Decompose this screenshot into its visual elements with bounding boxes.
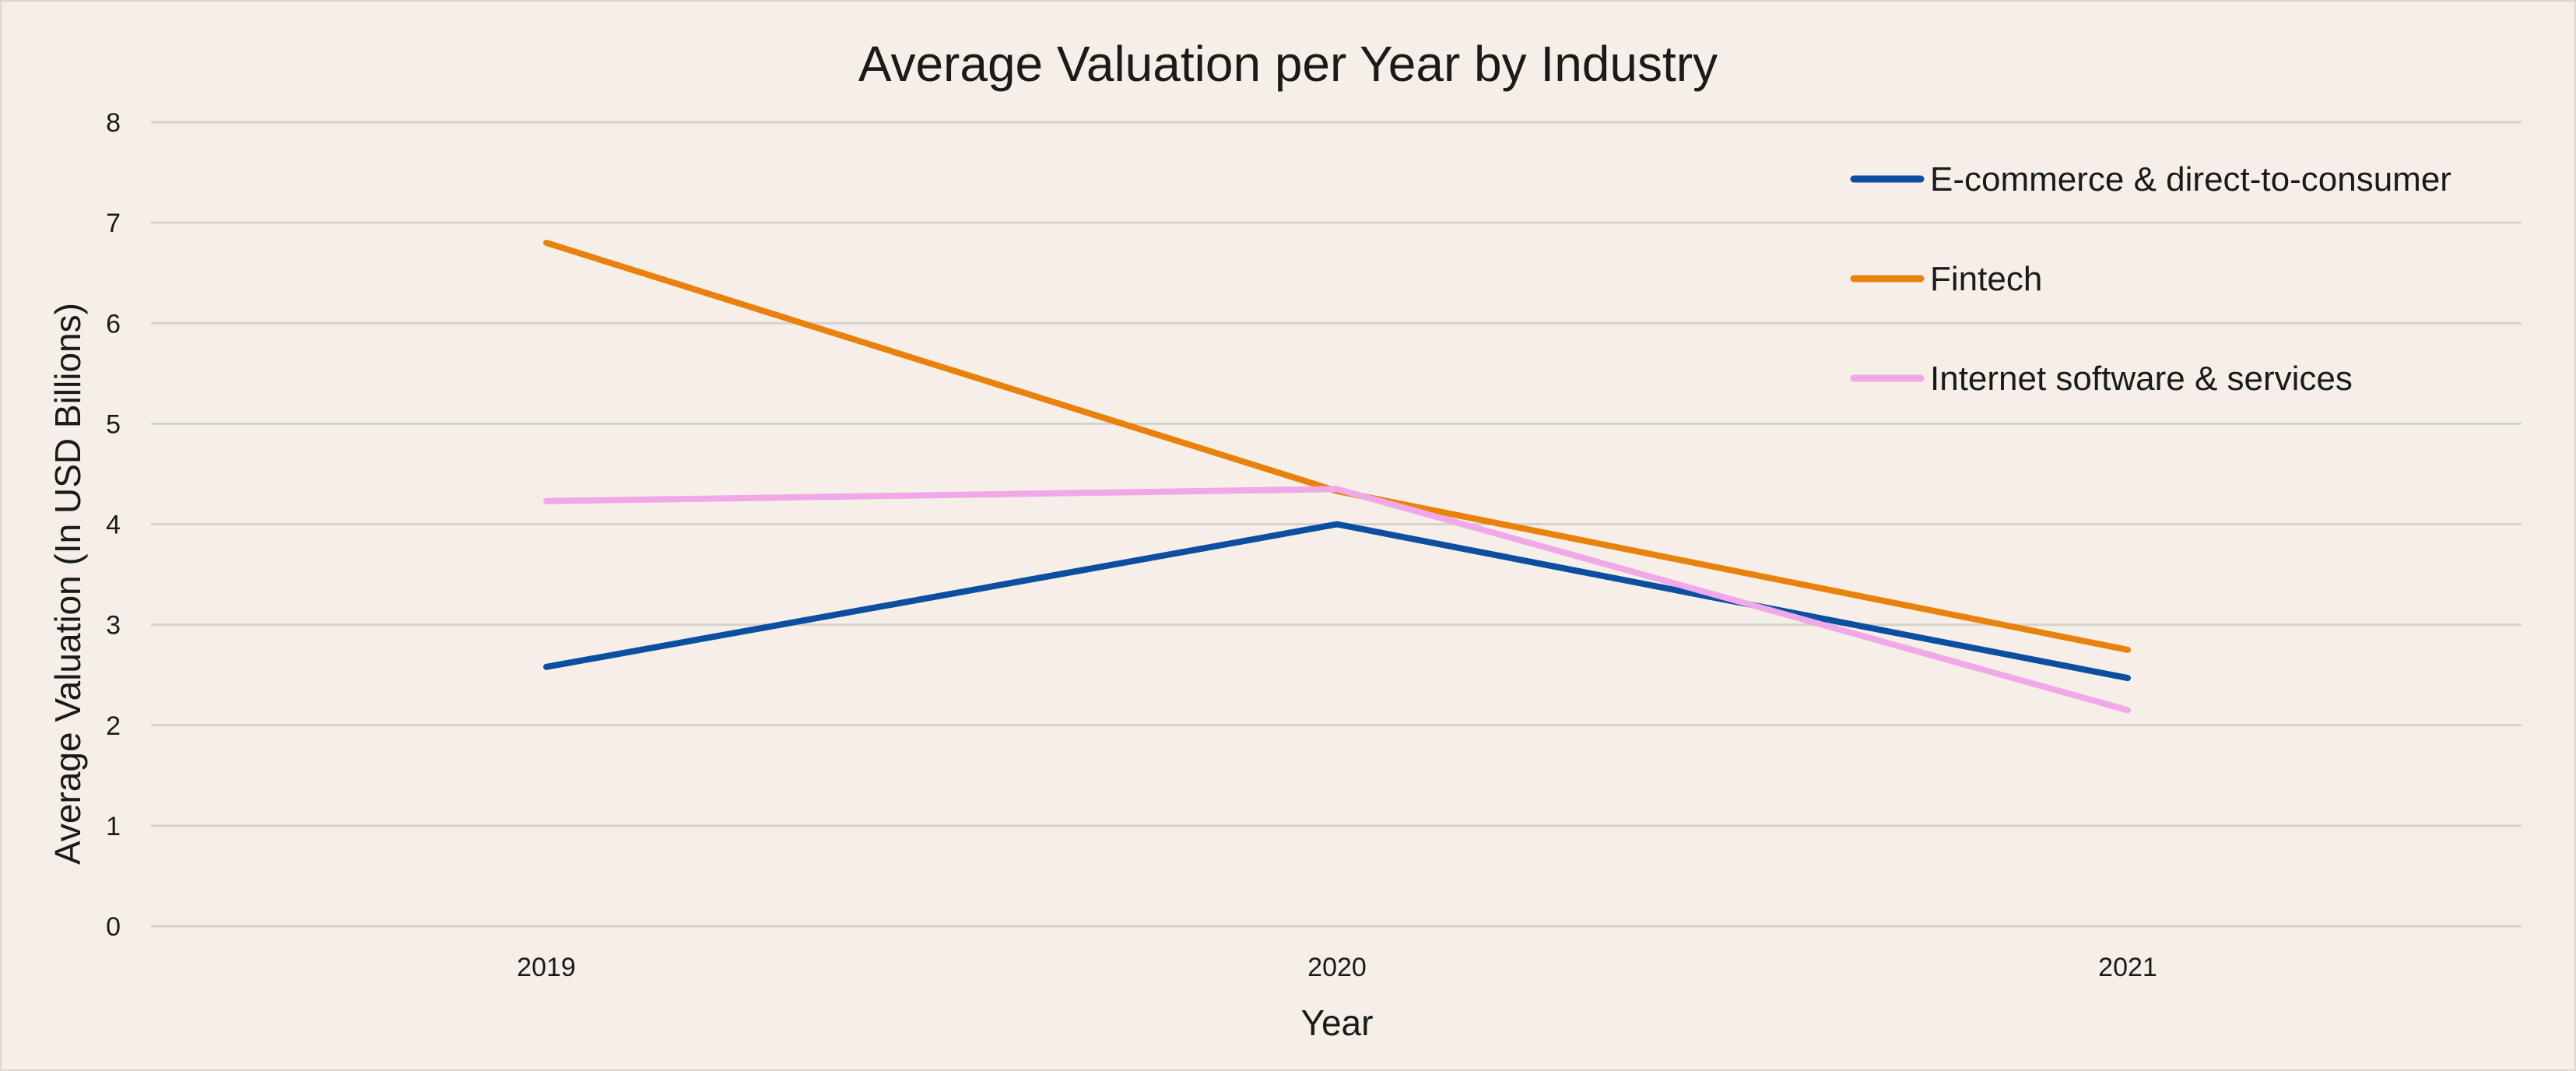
series-line-1 xyxy=(543,239,2131,653)
legend-label: Internet software & services xyxy=(1930,360,2353,398)
y-tick-label: 2 xyxy=(106,711,121,741)
x-axis-ticks: 2019 2020 2021 xyxy=(517,953,2157,982)
y-tick-label: 1 xyxy=(106,812,121,841)
x-tick-label: 2020 xyxy=(1307,953,1367,982)
y-tick-label: 7 xyxy=(106,209,121,238)
chart-title: Average Valuation per Year by Industry xyxy=(858,36,1718,92)
x-tick-label: 2021 xyxy=(2098,953,2157,982)
y-tick-label: 3 xyxy=(106,611,121,641)
legend: E-commerce & direct-to-consumer Fintech In… xyxy=(1850,160,2451,398)
series-line-0 xyxy=(543,521,2131,682)
legend-label: Fintech xyxy=(1930,260,2042,298)
x-tick-label: 2019 xyxy=(517,953,576,982)
y-tick-label: 5 xyxy=(106,409,121,439)
series-line-2 xyxy=(543,486,2131,714)
y-axis-ticks: 0 1 2 3 4 5 6 7 8 xyxy=(106,108,121,942)
y-tick-label: 6 xyxy=(106,309,121,339)
x-axis-title: Year xyxy=(1301,1003,1374,1043)
y-tick-label: 8 xyxy=(106,108,121,138)
y-tick-label: 0 xyxy=(106,912,121,942)
y-axis-title: Average Valuation (In USD Billions) xyxy=(47,303,88,865)
y-tick-label: 4 xyxy=(106,511,121,540)
series-lines xyxy=(543,239,2131,714)
legend-label: E-commerce & direct-to-consumer xyxy=(1930,160,2451,198)
